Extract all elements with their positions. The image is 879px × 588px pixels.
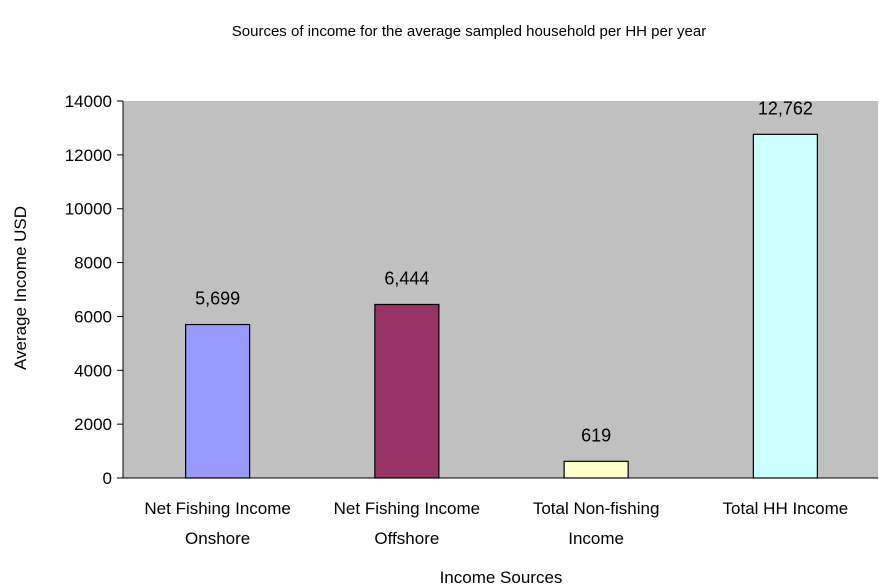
bar [374,303,440,479]
data-label: 12,762 [758,98,813,118]
bar [563,460,629,479]
y-tick-label: 8000 [74,254,112,273]
category-label: Total HH Income [723,499,849,518]
category-label: Onshore [185,529,250,548]
y-tick-label: 10000 [65,200,112,219]
data-label: 619 [581,425,611,445]
bars [185,133,818,479]
category-label: Offshore [374,529,439,548]
y-tick-label: 12000 [65,146,112,165]
y-axis-title: Average Income USD [11,206,30,370]
y-tick-label: 2000 [74,415,112,434]
y-axis-ticks: 0 2000 4000 6000 8000 10000 12000 14000 [65,92,123,488]
bar [185,323,251,479]
category-label: Total Non-fishing [533,499,660,518]
y-tick-label: 6000 [74,307,112,326]
y-tick-label: 4000 [74,361,112,380]
category-label: Net Fishing Income [334,499,480,518]
x-axis-categories: Net Fishing Income Onshore Net Fishing Inc… [144,499,848,548]
data-label: 5,699 [195,289,240,309]
data-labels: 5,699 6,444 619 12,762 [195,98,813,445]
category-label: Net Fishing Income [144,499,290,518]
y-tick-label: 0 [103,469,112,488]
data-label: 6,444 [384,268,429,288]
x-axis-title: Income Sources [440,568,563,587]
bar [752,133,818,479]
category-label: Income [568,529,624,548]
y-tick-label: 14000 [65,92,112,111]
chart-title: Sources of income for the average sample… [232,23,706,40]
